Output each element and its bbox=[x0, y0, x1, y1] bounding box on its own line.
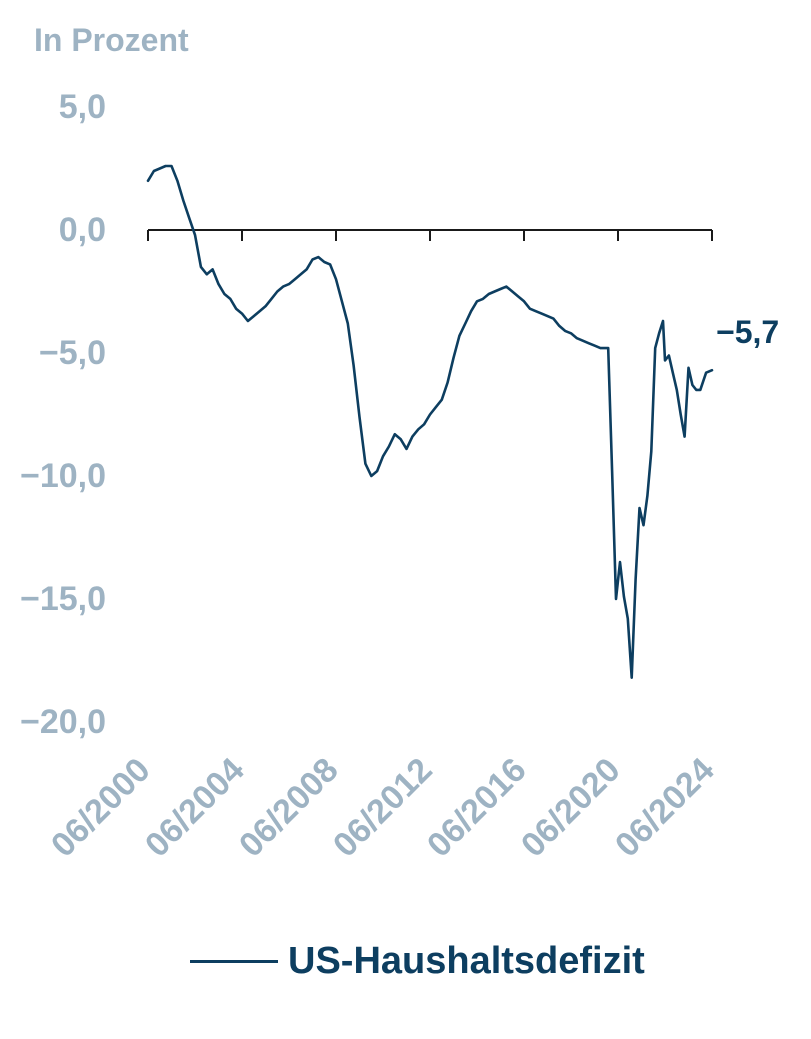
x-axis-tick-labels: 06/200006/200406/200806/201206/201606/20… bbox=[44, 751, 722, 865]
x-tick-label: 06/2020 bbox=[514, 751, 628, 865]
x-tick-label: 06/2000 bbox=[44, 751, 158, 865]
x-tick-label: 06/2012 bbox=[326, 751, 440, 865]
y-tick-label: −10,0 bbox=[20, 457, 106, 495]
x-tick-label: 06/2004 bbox=[138, 751, 252, 865]
y-axis-unit-label: In Prozent bbox=[34, 22, 189, 58]
end-value-label: −5,7 bbox=[716, 314, 779, 350]
x-axis bbox=[147, 229, 713, 241]
legend-label: US-Haushaltsdefizit bbox=[288, 940, 645, 982]
y-tick-label: 5,0 bbox=[59, 88, 106, 126]
y-axis-tick-labels: 5,0 0,0 −5,0 −10,0 −15,0 −20,0 bbox=[20, 88, 106, 741]
series-layer bbox=[146, 164, 714, 679]
series-line bbox=[146, 164, 714, 679]
y-tick-label: −20,0 bbox=[20, 703, 106, 741]
y-tick-label: −5,0 bbox=[39, 334, 106, 372]
x-tick-label: 06/2008 bbox=[232, 751, 346, 865]
y-tick-label: −15,0 bbox=[20, 580, 106, 618]
y-tick-label: 0,0 bbox=[59, 211, 106, 249]
x-tick-label: 06/2016 bbox=[420, 751, 534, 865]
legend: US-Haushaltsdefizit bbox=[190, 940, 645, 983]
x-tick-label: 06/2024 bbox=[608, 751, 722, 865]
legend-line-swatch bbox=[190, 960, 278, 963]
